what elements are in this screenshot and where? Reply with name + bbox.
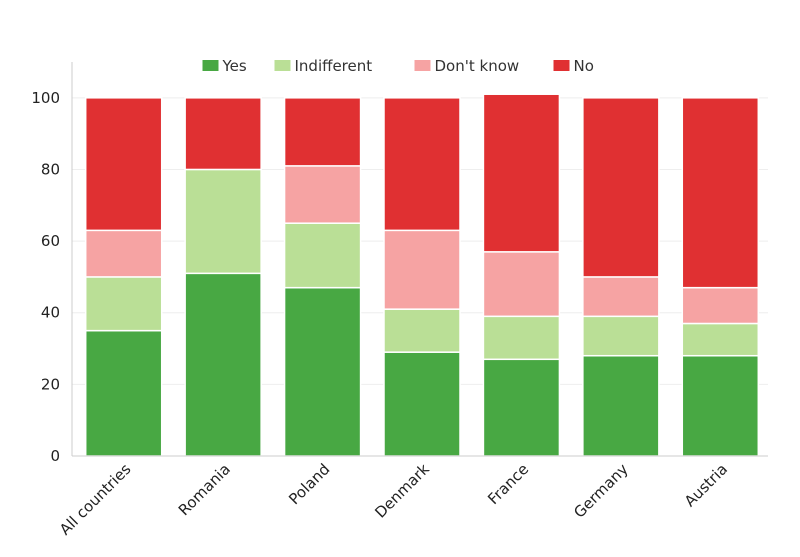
x-tick-label-germany: Germany	[570, 460, 632, 522]
bar-germany-don-t-know[interactable]: Germany – Don't know: 11	[582, 276, 660, 318]
bar-denmark-don-t-know[interactable]: Denmark – Don't know: 22	[383, 229, 461, 310]
bar-poland-don-t-know[interactable]: Poland – Don't know: 16	[283, 165, 362, 224]
legend-item-yes[interactable]: Yes	[202, 57, 247, 75]
bar-france-yes[interactable]: France – Yes: 27	[482, 358, 561, 457]
x-tick-label-romania: Romania	[175, 460, 234, 519]
legend-swatch-no	[553, 60, 570, 71]
bar-all-countries-no[interactable]: All countries – No: 37	[84, 97, 163, 232]
y-tick-label-60: 60	[41, 232, 60, 250]
bar-poland-yes[interactable]: Poland – Yes: 47	[283, 286, 362, 457]
bar-romania-indifferent[interactable]: Romania – Indifferent: 29	[184, 168, 262, 275]
bar-all-countries-don-t-know[interactable]: All countries – Don't know: 13	[84, 229, 163, 278]
bar-romania-no[interactable]: Romania – No: 20	[184, 97, 262, 171]
bar-austria-no[interactable]: Austria – No: 53	[681, 97, 760, 289]
bar-denmark-no[interactable]: Denmark – No: 37	[383, 97, 461, 232]
legend-item-indifferent[interactable]: Indifferent	[274, 57, 373, 75]
x-tick-label-all-countries: All countries	[56, 460, 135, 539]
y-tick-label-0: 0	[50, 447, 60, 465]
bar-denmark-indifferent[interactable]: Denmark – Indifferent: 12	[383, 308, 461, 353]
y-tick-label-80: 80	[41, 160, 60, 178]
legend-item-no[interactable]: No	[553, 57, 594, 75]
bar-france-indifferent[interactable]: France – Indifferent: 12	[482, 315, 561, 361]
bar-austria-yes[interactable]: Austria – Yes: 28	[681, 354, 760, 457]
bar-romania-yes[interactable]: Romania – Yes: 51	[184, 272, 262, 457]
y-tick-label-20: 20	[41, 375, 60, 393]
bar-all-countries-yes[interactable]: All countries – Yes: 35	[84, 329, 163, 457]
x-tick-label-france: France	[484, 460, 532, 508]
x-tick-label-denmark: Denmark	[371, 460, 433, 522]
legend-label-indifferent: Indifferent	[295, 57, 373, 75]
legend-swatch-indifferent	[274, 60, 291, 71]
legend[interactable]: Yes Indifferent Don't know No	[202, 57, 594, 75]
bar-france-no[interactable]: France – No: 44	[482, 93, 561, 253]
x-tick-label-poland: Poland	[285, 460, 333, 508]
bar-germany-no[interactable]: Germany – No: 50	[582, 97, 660, 278]
y-tick-label-40: 40	[41, 304, 60, 322]
bar-poland-indifferent[interactable]: Poland – Indifferent: 18	[283, 222, 362, 289]
bar-austria-don-t-know[interactable]: Austria – Don't know: 10	[681, 286, 760, 325]
bar-germany-yes[interactable]: Germany – Yes: 28	[582, 354, 660, 457]
bar-france-don-t-know[interactable]: France – Don't know: 18	[482, 251, 561, 318]
bar-all-countries-indifferent[interactable]: All countries – Indifferent: 15	[84, 276, 163, 332]
legend-label-don-t-know: Don't know	[435, 57, 520, 75]
bars: All countries – Yes: 35All countries – I…	[84, 93, 760, 457]
legend-label-yes: Yes	[222, 57, 247, 75]
x-tick-label-austria: Austria	[681, 460, 731, 510]
legend-swatch-don-t-know	[414, 60, 431, 71]
y-tick-label-100: 100	[31, 89, 60, 107]
bar-germany-indifferent[interactable]: Germany – Indifferent: 11	[582, 315, 660, 357]
legend-label-no: No	[574, 57, 594, 75]
legend-item-don-t-know[interactable]: Don't know	[414, 57, 520, 75]
bar-poland-no[interactable]: Poland – No: 19	[283, 97, 362, 167]
bar-denmark-yes[interactable]: Denmark – Yes: 29	[383, 351, 461, 457]
bar-austria-indifferent[interactable]: Austria – Indifferent: 9	[681, 322, 760, 357]
legend-swatch-yes	[202, 60, 219, 71]
